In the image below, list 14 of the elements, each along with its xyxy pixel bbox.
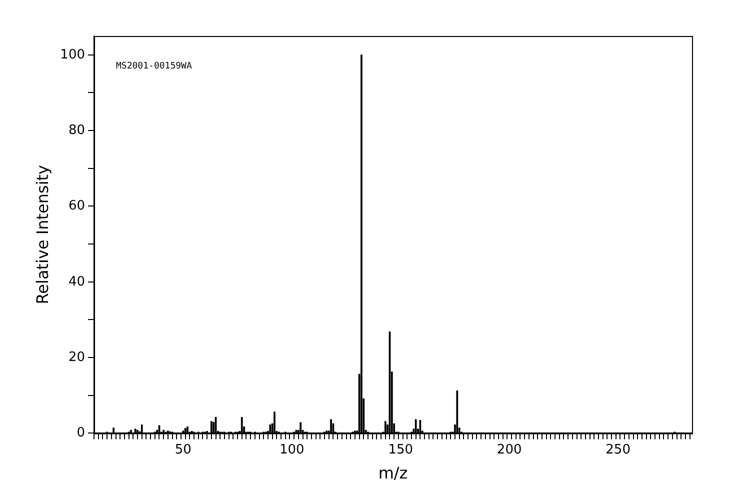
y-tick-label: 100 bbox=[60, 47, 86, 62]
y-tick-label: 80 bbox=[68, 122, 86, 138]
y-tick-label: 0 bbox=[76, 426, 86, 441]
y-axis-title: Relative Intensity bbox=[32, 164, 52, 304]
x-tick-label: 250 bbox=[606, 442, 630, 458]
x-axis-title: m/z bbox=[378, 464, 408, 483]
x-tick-label: 150 bbox=[388, 442, 414, 458]
annotation: MS2001-00159WA bbox=[116, 61, 192, 72]
y-tick-label: 20 bbox=[68, 350, 86, 365]
y-tick-label: 40 bbox=[68, 274, 86, 290]
y-tick-label: 60 bbox=[68, 198, 86, 214]
x-tick-label: 200 bbox=[496, 442, 522, 458]
x-tick-label: 100 bbox=[279, 442, 304, 458]
x-tick-label: 50 bbox=[174, 442, 192, 458]
